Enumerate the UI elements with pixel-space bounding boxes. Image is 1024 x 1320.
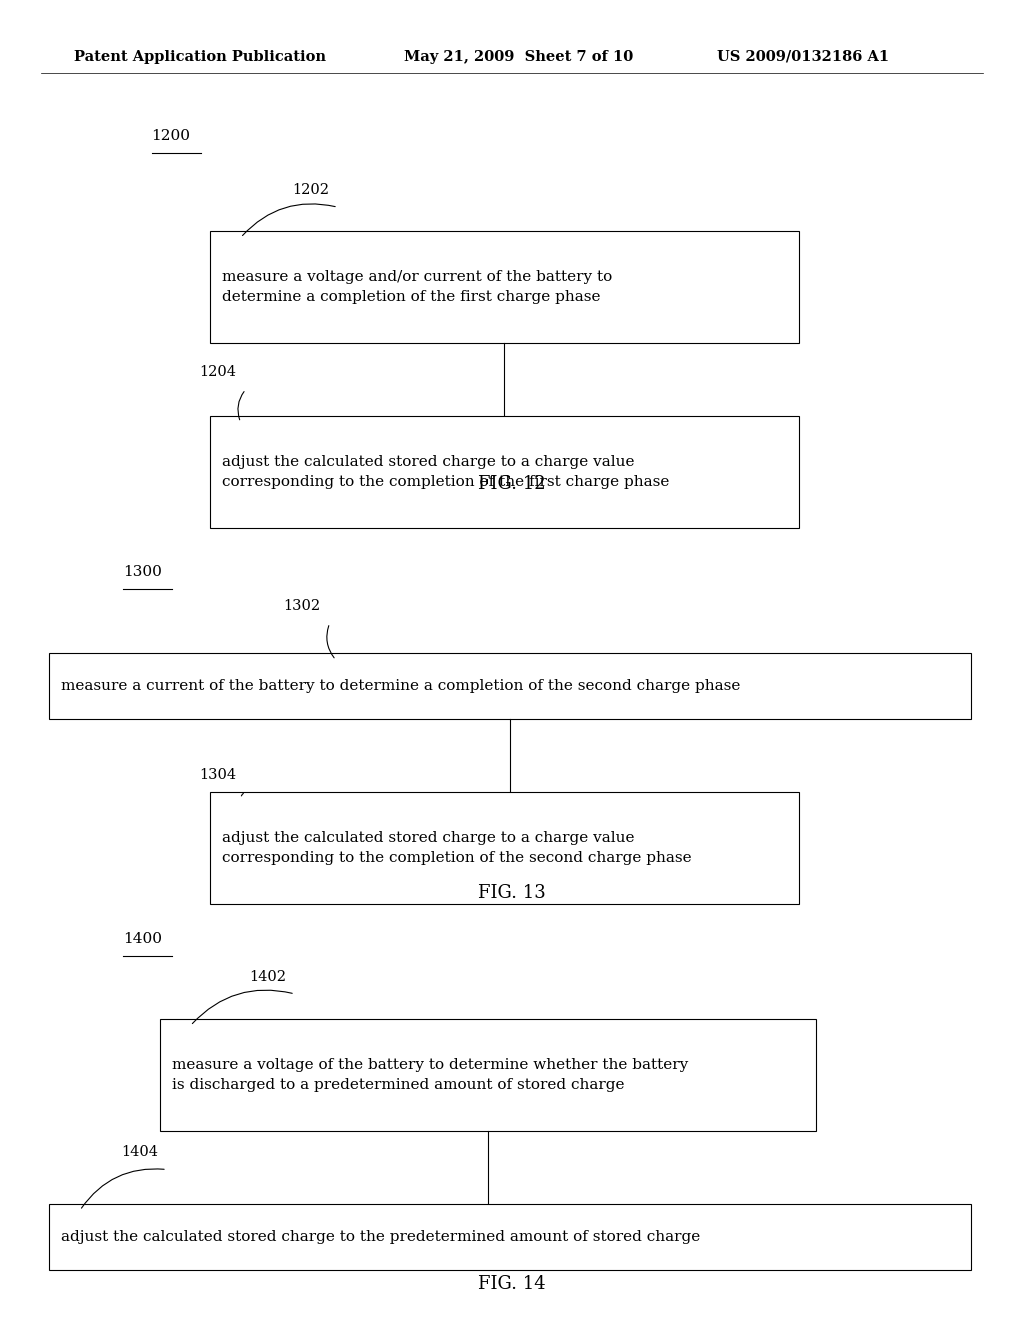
Bar xyxy=(49,653,971,719)
Text: 1400: 1400 xyxy=(123,932,162,946)
Text: 1402: 1402 xyxy=(249,970,286,983)
Text: 1204: 1204 xyxy=(200,366,237,379)
Text: FIG. 13: FIG. 13 xyxy=(478,884,546,903)
Bar xyxy=(49,1204,971,1270)
Text: measure a current of the battery to determine a completion of the second charge : measure a current of the battery to dete… xyxy=(61,680,740,693)
Text: measure a voltage of the battery to determine whether the battery
is discharged : measure a voltage of the battery to dete… xyxy=(172,1059,688,1092)
Text: adjust the calculated stored charge to a charge value
corresponding to the compl: adjust the calculated stored charge to a… xyxy=(222,455,670,488)
Text: 1202: 1202 xyxy=(292,183,329,197)
Bar xyxy=(210,231,799,343)
Text: adjust the calculated stored charge to the predetermined amount of stored charge: adjust the calculated stored charge to t… xyxy=(61,1230,700,1243)
Text: FIG. 12: FIG. 12 xyxy=(478,475,546,494)
Text: adjust the calculated stored charge to a charge value
corresponding to the compl: adjust the calculated stored charge to a… xyxy=(222,832,692,865)
Text: 1300: 1300 xyxy=(123,565,162,579)
Text: FIG. 14: FIG. 14 xyxy=(478,1275,546,1294)
Text: US 2009/0132186 A1: US 2009/0132186 A1 xyxy=(717,50,889,63)
Text: measure a voltage and/or current of the battery to
determine a completion of the: measure a voltage and/or current of the … xyxy=(222,271,612,304)
Text: Patent Application Publication: Patent Application Publication xyxy=(74,50,326,63)
Bar xyxy=(210,416,799,528)
Text: 1302: 1302 xyxy=(284,599,321,612)
Text: 1304: 1304 xyxy=(200,768,237,781)
Bar xyxy=(210,792,799,904)
Bar xyxy=(160,1019,816,1131)
Text: May 21, 2009  Sheet 7 of 10: May 21, 2009 Sheet 7 of 10 xyxy=(404,50,634,63)
Text: 1200: 1200 xyxy=(152,129,190,144)
Text: 1404: 1404 xyxy=(121,1146,158,1159)
